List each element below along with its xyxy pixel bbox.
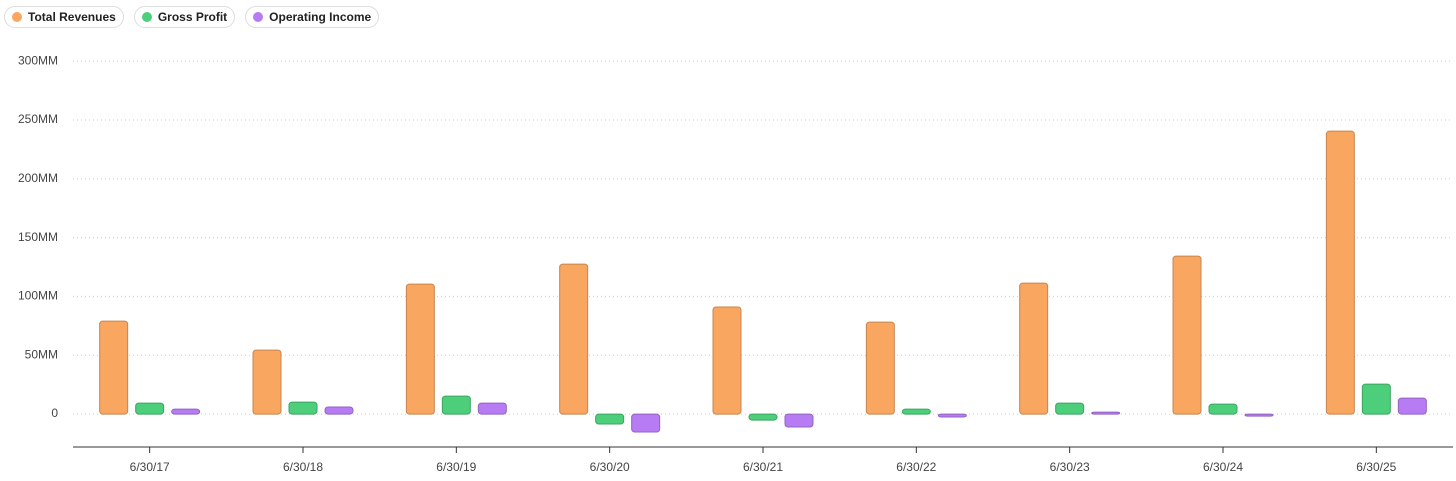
x-tick-label: 6/30/19 [436,460,476,474]
bar [252,349,282,415]
legend-label: Gross Profit [157,10,228,24]
legend-swatch [253,12,264,22]
legend-item[interactable]: Total Revenues [4,6,124,28]
legend: Total Revenues Gross Profit Operating Inco… [4,6,380,28]
bar [324,406,354,415]
bar [171,408,201,415]
bar [99,320,129,415]
y-tick-label: 0 [51,406,58,420]
x-tick-label: 6/30/17 [130,460,170,474]
legend-swatch [141,12,152,22]
bar [901,408,931,415]
legend-swatch [12,12,22,22]
bar [784,413,814,428]
bar [1091,411,1121,415]
bar [477,402,507,415]
legend-label: Total Revenues [28,10,116,24]
legend-item[interactable]: Gross Profit [133,6,236,28]
y-tick-label: 50MM [25,347,58,361]
bar [1244,413,1274,417]
bar [1055,402,1085,415]
bar [405,283,435,415]
bar [1397,397,1427,415]
bar [1019,282,1049,415]
y-tick-label: 100MM [18,289,58,303]
x-tick-label: 6/30/25 [1356,460,1396,474]
y-tick-label: 150MM [18,230,58,244]
bar [937,413,967,418]
x-tick-label: 6/30/23 [1050,460,1090,474]
y-tick-label: 200MM [18,171,58,185]
bar [441,395,471,415]
legend-item[interactable]: Operating Income [245,6,380,28]
bar [1172,255,1202,415]
x-tick-label: 6/30/20 [590,460,630,474]
bar [595,413,625,425]
bar [865,321,895,415]
bar [1361,383,1391,415]
bar [748,413,778,421]
y-tick-label: 250MM [18,112,58,126]
bar [559,263,589,415]
bar [288,401,318,415]
bar [135,402,165,415]
bar [712,306,742,415]
legend-label: Operating Income [269,10,372,24]
y-tick-label: 300MM [18,53,58,67]
x-tick-label: 6/30/22 [896,460,936,474]
x-tick-label: 6/30/18 [283,460,323,474]
bar [1325,130,1355,415]
x-tick-label: 6/30/21 [743,460,783,474]
x-tick-label: 6/30/24 [1203,460,1243,474]
bar [1208,403,1238,415]
bar [631,413,661,433]
